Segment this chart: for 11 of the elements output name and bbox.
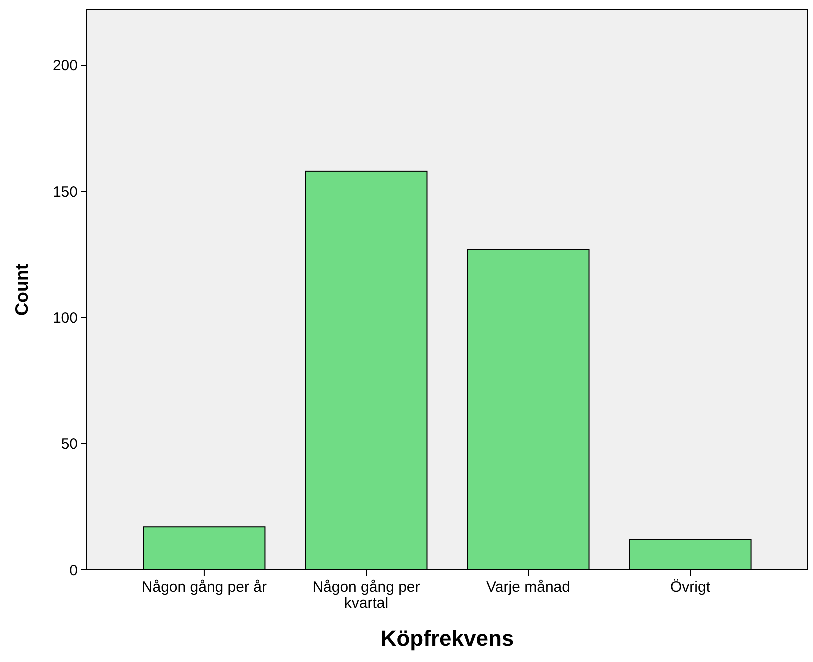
y-tick-label: 50 — [61, 436, 78, 454]
x-tick-label: Någon gång per år — [142, 579, 268, 596]
y-tick-label: 150 — [52, 184, 78, 201]
x-axis-title: Köpfrekvens — [380, 626, 514, 651]
x-tick-label: Varje månad — [486, 579, 570, 596]
y-tick-label: 0 — [70, 562, 78, 580]
y-axis-title: Count — [12, 264, 32, 316]
y-tick-label: 200 — [52, 58, 78, 75]
y-tick-label: 100 — [52, 310, 78, 327]
x-tick-label: Någon gång per kvartal — [312, 579, 420, 612]
x-tick-label: Övrigt — [670, 579, 712, 596]
